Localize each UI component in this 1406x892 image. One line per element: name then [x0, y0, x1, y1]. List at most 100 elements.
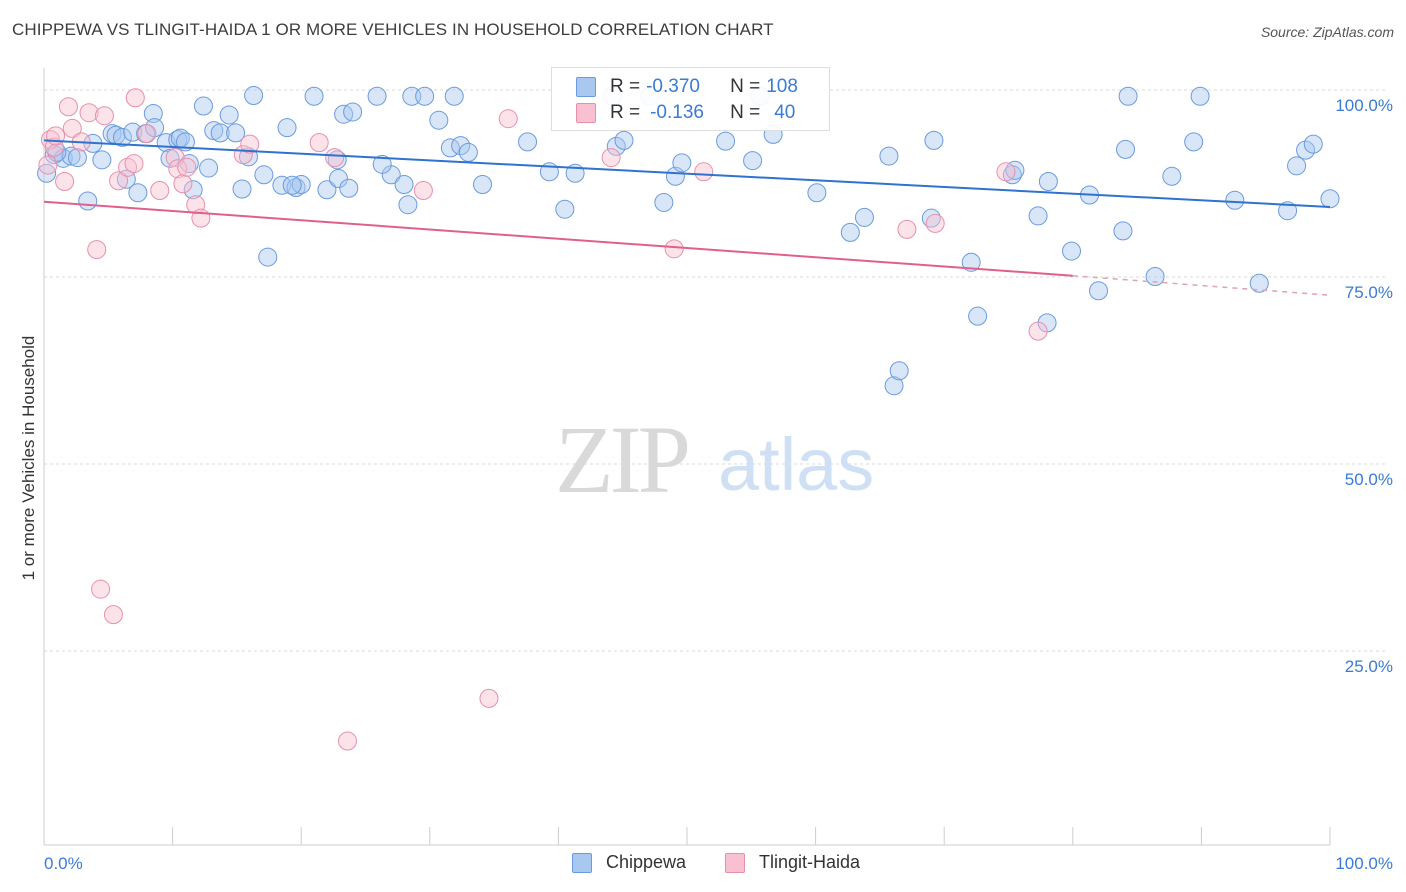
legend-n-value: 108: [766, 76, 798, 97]
chippewa-point: [807, 183, 827, 203]
tlingit-haida-point: [601, 148, 621, 168]
tlingit-haida-point: [664, 239, 684, 259]
chippewa-point: [244, 86, 264, 106]
tlingit-haida-point: [177, 157, 197, 177]
chippewa-point: [175, 132, 195, 152]
legend-n-label: N =: [730, 102, 761, 123]
tlingit-haida-point: [498, 109, 518, 129]
series-legend: Chippewa Tlingit-Haida: [0, 852, 1406, 878]
legend-label-tlingit-haida: Tlingit-Haida: [759, 852, 861, 872]
legend-swatch-tlingit-haida: [576, 103, 596, 123]
chippewa-point: [444, 86, 464, 106]
chippewa-point: [716, 131, 736, 151]
gridlines: [44, 89, 1388, 652]
chippewa-point: [1225, 190, 1245, 210]
chippewa-point: [317, 180, 337, 200]
stats-legend: R = -0.370 N = 108 R = -0.136 N = 40: [551, 67, 830, 131]
chippewa-point: [473, 175, 493, 195]
chippewa-point: [78, 191, 98, 211]
chippewa-point: [343, 102, 363, 122]
y-tick-labels: 25.0% 50.0% 75.0% 100.0%: [1335, 96, 1393, 676]
watermark-atlas: atlas: [718, 423, 874, 506]
chippewa-point: [1249, 273, 1269, 293]
chippewa-point: [394, 175, 414, 195]
tlingit-haida-point: [38, 155, 58, 175]
chippewa-point: [968, 306, 988, 326]
chippewa-point: [961, 252, 981, 272]
chippewa-point: [555, 199, 575, 219]
chippewa-point: [328, 169, 348, 189]
y-tick-label: 50.0%: [1345, 470, 1393, 489]
chippewa-point: [879, 146, 899, 166]
chippewa-point: [1190, 86, 1210, 106]
legend-row-chippewa: R = -0.370 N = 108: [576, 75, 798, 99]
chippewa-point: [199, 158, 219, 178]
chippewa-point: [924, 130, 944, 150]
tlingit-haida-point: [479, 688, 499, 708]
tlingit-haida-point: [118, 157, 138, 177]
legend-item-chippewa[interactable]: Chippewa: [572, 852, 686, 873]
chippewa-point: [183, 180, 203, 200]
chippewa-point: [1113, 221, 1133, 241]
chippewa-point: [840, 222, 860, 242]
chippewa-point: [226, 123, 246, 143]
chippewa-point: [219, 105, 239, 125]
legend-r-label: R =: [610, 76, 641, 97]
legend-swatch-chippewa: [576, 77, 596, 97]
chippewa-point: [1278, 201, 1298, 221]
axes: [43, 68, 1331, 846]
legend-swatch-chippewa: [572, 852, 592, 873]
tlingit-haida-point: [413, 181, 433, 200]
tlingit-haida-point: [58, 97, 78, 117]
chippewa-point: [1320, 189, 1340, 209]
chippewa-point: [889, 361, 909, 381]
y-tick-label: 75.0%: [1345, 283, 1393, 302]
chippewa-point: [458, 142, 478, 162]
legend-r-label: R =: [610, 102, 641, 123]
legend-r-value: -0.136: [650, 102, 704, 123]
chippewa-point: [1296, 140, 1316, 160]
chippewa-point: [1303, 134, 1323, 154]
legend-item-tlingit-haida[interactable]: Tlingit-Haida: [725, 852, 860, 873]
tlingit-haida-point: [240, 134, 260, 154]
tlingit-haida-trend-extension: [1072, 275, 1331, 296]
chippewa-point: [160, 148, 180, 168]
tlingit-haida-point: [173, 174, 193, 194]
chippewa-point: [398, 195, 418, 215]
legend-row-tlingit-haida: R = -0.136 N = 40: [576, 101, 795, 125]
watermark-zip: ZIP: [555, 406, 688, 513]
tlingit-haida-point: [150, 181, 170, 200]
chart-title: CHIPPEWA VS TLINGIT-HAIDA 1 OR MORE VEHI…: [12, 20, 774, 39]
tlingit-haida-point: [91, 579, 111, 599]
tlingit-haida-point: [55, 172, 75, 192]
tlingit-haida-point: [1028, 321, 1048, 341]
chippewa-point: [1118, 86, 1138, 106]
legend-label-chippewa: Chippewa: [606, 852, 687, 872]
tlingit-haida-point: [62, 118, 82, 138]
tlingit-haida-point: [87, 240, 107, 260]
chippewa-point: [61, 146, 81, 166]
trend-lines: [43, 139, 1331, 296]
chippewa-point: [272, 175, 292, 195]
chippewa-point: [921, 208, 941, 228]
chippewa-point: [37, 163, 57, 183]
tlingit-haida-trend-line: [43, 200, 1073, 277]
chippewa-point: [145, 118, 165, 138]
chippewa-point: [193, 96, 213, 116]
legend-swatch-tlingit-haida: [725, 852, 745, 873]
chippewa-point: [1062, 241, 1082, 261]
chippewa-point: [854, 207, 874, 227]
chippewa-point: [743, 151, 763, 171]
tlingit-haida-point: [137, 124, 157, 144]
chippewa-point: [1145, 267, 1165, 287]
chippewa-point: [672, 153, 692, 173]
chippewa-point: [179, 154, 199, 174]
chippewa-point: [1162, 166, 1182, 186]
chippewa-point: [1116, 139, 1136, 159]
chippewa-point: [614, 130, 634, 150]
tlingit-haida-point: [124, 154, 144, 174]
chippewa-trend-line: [43, 139, 1331, 208]
chippewa-point: [367, 86, 387, 106]
y-axis-label: 1 or more Vehicles in Household: [19, 336, 38, 581]
